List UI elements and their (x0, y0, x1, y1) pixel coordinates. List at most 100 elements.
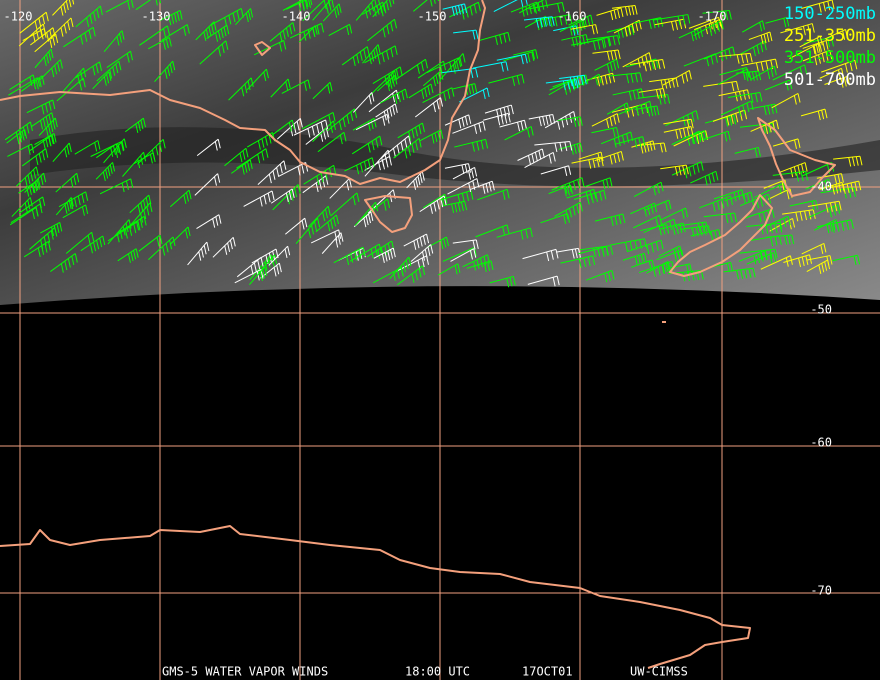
wind-barb (352, 92, 375, 113)
barb-tick (459, 57, 463, 67)
barb-tick (749, 53, 753, 63)
barb-shaft (107, 219, 130, 245)
barb-tick (371, 52, 375, 62)
wind-barb (63, 26, 96, 48)
barb-tick (487, 261, 491, 272)
barb-shaft (766, 234, 792, 238)
barb-tick (804, 64, 808, 74)
barb-tick (707, 225, 711, 235)
barb-shaft (630, 202, 655, 215)
barb-tick (826, 256, 830, 266)
barb-tick (26, 187, 30, 197)
barb-tick (738, 106, 742, 117)
barb-shaft (493, 0, 518, 12)
barb-tick (499, 34, 503, 44)
barb-shaft (472, 61, 507, 69)
barb-tick (92, 66, 96, 76)
wind-barb (107, 220, 141, 242)
barb-tick (457, 202, 461, 212)
barb-tick (757, 147, 761, 157)
barb-tick (352, 56, 356, 66)
barb-tick (356, 165, 360, 175)
barb-tick (310, 0, 313, 6)
barb-tick (250, 77, 254, 87)
barb-tick (307, 29, 311, 39)
wind-barb (591, 126, 620, 138)
barb-tick (34, 20, 38, 31)
barb-tick (607, 37, 611, 47)
barb-tick (451, 87, 455, 97)
barb-tick (610, 245, 614, 255)
barb-tick (609, 62, 613, 72)
barb-shaft (447, 178, 478, 195)
barb-tick (408, 257, 412, 267)
barb-tick (257, 260, 261, 270)
barb-shaft (302, 0, 326, 22)
wind-barb (439, 53, 466, 81)
barb-tick (381, 52, 385, 63)
wind-barb (734, 146, 761, 158)
barb-shaft (127, 202, 151, 229)
barb-tick (115, 143, 119, 153)
barb-shaft (703, 212, 735, 218)
wind-barb (652, 14, 691, 26)
barb-shaft (637, 93, 668, 99)
barb-tick (604, 75, 608, 85)
barb-shaft (626, 239, 662, 253)
barb-tick (769, 253, 773, 264)
barb-tick (661, 264, 665, 274)
barb-tick (763, 106, 767, 116)
barb-shaft (739, 248, 776, 254)
barb-tick (805, 255, 809, 265)
barb-tick (664, 201, 668, 211)
barb-tick (783, 18, 787, 28)
barb-tick (76, 173, 80, 183)
barb-tick (504, 114, 508, 124)
barb-tick (530, 126, 534, 136)
barb-tick (524, 54, 528, 64)
barb-shaft (638, 87, 664, 93)
barb-tick (367, 143, 371, 153)
barb-tick (841, 68, 845, 78)
barb-tick (168, 15, 172, 26)
barb-tick (857, 255, 861, 265)
barb-tick (591, 25, 595, 35)
barb-tick (682, 128, 686, 138)
barb-tick (211, 24, 214, 34)
barb-tick (691, 112, 695, 122)
barb-tick (383, 4, 387, 14)
wind-barb (159, 10, 183, 26)
barb-tick (400, 266, 404, 276)
barb-tick (245, 148, 249, 158)
barb-tick (155, 0, 158, 6)
barb-shaft (389, 256, 410, 280)
barb-tick (626, 74, 630, 84)
barb-shaft (454, 138, 486, 148)
barb-tick (443, 91, 447, 101)
barb-tick (688, 167, 692, 177)
wind-barb (816, 173, 844, 185)
barb-tick (125, 222, 129, 233)
wind-barb (683, 130, 708, 145)
barb-tick (285, 27, 289, 37)
barb-tick (365, 9, 369, 19)
barb-tick (186, 24, 190, 34)
barb-tick (81, 206, 85, 216)
barb-tick (424, 249, 428, 259)
barb-shaft (727, 91, 761, 99)
barb-tick (850, 182, 854, 193)
barb-shaft (268, 245, 289, 266)
barb-tick (754, 148, 758, 158)
barb-tick (833, 206, 837, 216)
barb-tick (40, 30, 44, 40)
wind-barb (169, 226, 191, 245)
barb-tick (68, 0, 72, 8)
barb-tick (215, 32, 219, 42)
barb-tick (819, 36, 823, 46)
barb-tick (464, 116, 468, 126)
barb-tick (470, 190, 474, 200)
wind-barb (524, 151, 556, 168)
barb-tick (764, 250, 768, 260)
barb-tick (454, 6, 458, 16)
barb-shaft (800, 108, 826, 117)
